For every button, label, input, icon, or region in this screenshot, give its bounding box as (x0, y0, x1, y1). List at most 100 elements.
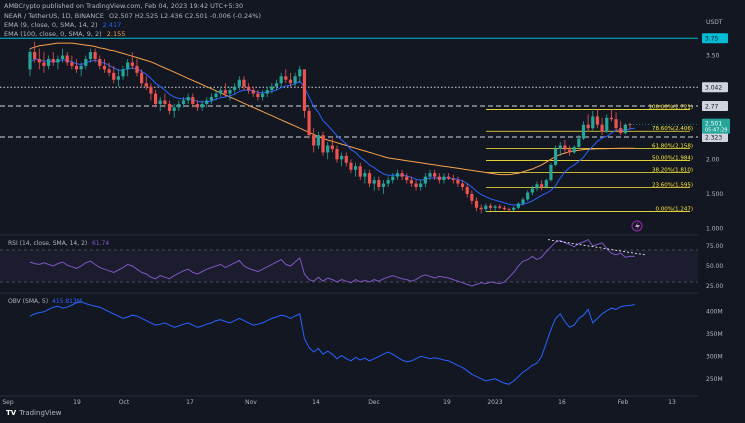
lightning-icon-glyph (635, 222, 640, 231)
candle-body (502, 207, 507, 210)
candle-body (107, 69, 111, 73)
candle-body (60, 55, 65, 59)
candle-body (307, 110, 311, 136)
candle-body (214, 93, 218, 98)
candle-body (609, 117, 613, 120)
candle-body (493, 206, 497, 208)
level-price-label: 2.323 (705, 134, 722, 141)
candle-body (447, 176, 451, 179)
candle-body (330, 145, 334, 149)
level-price-label: 2.77 (705, 104, 719, 111)
level-price-label: 3.75 (705, 36, 719, 43)
candle-body (279, 76, 283, 84)
level-price-tag (702, 101, 728, 112)
candle-body (363, 173, 367, 177)
candle-body (98, 58, 102, 66)
ema-slow-label: EMA (100, close, 0, SMA, 9, 2) (4, 30, 102, 38)
candle-body (116, 76, 120, 80)
ema-slow-legend[interactable]: EMA (100, close, 0, SMA, 9, 2) 2.155 (4, 30, 125, 38)
fib-level-label: 38.20%(1.810) (652, 167, 693, 173)
candle-body (265, 90, 269, 94)
candle-body (195, 103, 200, 108)
candle-body (186, 97, 190, 101)
candle-body (167, 103, 172, 111)
time-axis-tick: Oct (119, 399, 130, 406)
candle-body (535, 184, 539, 189)
candle-body (567, 149, 572, 153)
time-axis-tick: 2023 (487, 399, 502, 406)
level-price-tag (702, 33, 728, 44)
candle-body (74, 65, 79, 70)
rsi-legend: RSI (14, close, SMA, 14, 2) (8, 240, 87, 247)
ema-slow-value: 2.155 (106, 30, 126, 38)
candle-body (595, 116, 600, 125)
candle-body (158, 100, 162, 104)
candle-body (381, 183, 386, 188)
candle-body (456, 180, 460, 184)
price-axis-tick: 1.500 (706, 191, 723, 198)
ema-fast-label: EMA (9, close, 0, SMA, 14, 2) (4, 21, 98, 29)
candle-body (209, 97, 213, 101)
candle-body (526, 192, 530, 200)
candle-body (228, 90, 232, 94)
candle-body (256, 93, 260, 98)
candle-body (302, 69, 307, 111)
candle-body (572, 146, 576, 153)
candle-body (507, 209, 511, 210)
candle-body (512, 207, 516, 210)
candle-body (316, 135, 320, 146)
time-axis-tick: 14 (312, 399, 320, 406)
candle-body (42, 62, 46, 66)
candle-body (298, 69, 302, 77)
candle-body (419, 183, 423, 188)
fib-level-label: 50.00%(1.984) (652, 155, 693, 161)
candle-body (516, 203, 520, 208)
candle-body (237, 79, 241, 87)
level-price-tag (702, 82, 728, 93)
rsi-axis-tick: 25.00 (706, 283, 723, 290)
candle-body (177, 103, 181, 108)
time-axis-tick: Sep (2, 399, 14, 406)
candle-body (181, 100, 186, 104)
candle-body (558, 145, 562, 149)
candle-body (414, 183, 418, 188)
candle-body (121, 69, 125, 77)
lightning-icon (631, 220, 643, 232)
candle-body (451, 178, 455, 181)
candle-body (470, 193, 474, 201)
obv-line (29, 301, 635, 385)
candle-body (479, 207, 483, 210)
symbol-name[interactable]: NEAR / TetherUS, 1D, BINANCE (4, 12, 104, 20)
candle-body (619, 128, 623, 134)
candle-body (288, 79, 293, 84)
quote-currency-label: USDT (706, 19, 723, 26)
time-axis-tick: 19 (73, 399, 81, 406)
candle-body (353, 166, 358, 170)
candle-body (144, 83, 148, 87)
time-axis-tick: Feb (618, 399, 629, 406)
candle-body (553, 148, 558, 165)
price-axis-tick: 1.000 (706, 226, 723, 233)
candle-body (442, 176, 446, 181)
last-price-value: 2.501 (705, 121, 722, 128)
fib-level-label: 78.60%(2.406) (652, 126, 693, 132)
candle-body (84, 58, 88, 66)
bar-countdown: 05:47:29 (705, 128, 727, 134)
ema-fast-legend[interactable]: EMA (9, close, 0, SMA, 14, 2) 2.417 (4, 21, 121, 29)
header-publisher: AMBCrypto published on TradingView.com, … (4, 2, 244, 10)
time-axis-tick: 17 (186, 399, 194, 406)
candle-body (242, 79, 246, 87)
tradingview-logo[interactable]: TV TradingView (6, 409, 62, 417)
candle-body (149, 86, 153, 94)
candle-body (623, 124, 627, 134)
candle-body (372, 180, 376, 184)
candle-body (247, 86, 251, 91)
candle-body (70, 62, 74, 66)
candle-body (293, 76, 297, 84)
level-price-tag (702, 131, 728, 142)
candle-body (605, 117, 609, 132)
candle-body (377, 180, 381, 188)
ohlc-values: O2.507 H2.525 L2.436 C2.501 -0.006 (-0.2… (109, 12, 261, 20)
candle-body (130, 62, 134, 66)
